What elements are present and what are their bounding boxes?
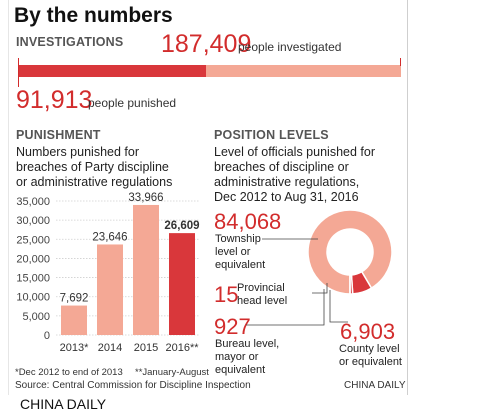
bureau-leader-line [246, 289, 325, 326]
provincial-label: Provincial head level [237, 282, 287, 308]
provincial-label-line: head level [237, 295, 288, 307]
position-levels-donut-chart [307, 209, 393, 295]
investigated-label: people investigated [238, 40, 342, 54]
y-tick-label: 5,000 [22, 311, 50, 323]
bureau-label-line: Bureau level, [215, 338, 280, 350]
provincial-value: 15 [214, 282, 239, 307]
y-tick-label: 20,000 [16, 253, 50, 265]
source-note: Source: Central Commission for Disciplin… [15, 380, 251, 391]
y-tick-label: 15,000 [16, 273, 50, 285]
x-tick-label: 2014 [98, 342, 122, 354]
punishment-desc-line: Numbers punished for [16, 145, 139, 159]
bureau-label-line: mayor or [215, 351, 259, 363]
county-leader-line [329, 290, 348, 323]
investigations-heading: INVESTIGATIONS [16, 35, 124, 49]
provincial-leader-line [312, 283, 328, 294]
bar-value-label: 33,966 [128, 192, 163, 204]
township-value: 84,068 [214, 209, 282, 234]
bar [133, 204, 159, 335]
bar-value-label: 7,692 [60, 293, 89, 305]
bar-value-label: 26,609 [164, 220, 199, 232]
position-levels-heading: POSITION LEVELS [214, 128, 329, 142]
punished-label: people punished [88, 96, 177, 110]
x-tick-label: 2013* [60, 342, 89, 354]
county-value: 6,903 [340, 319, 396, 344]
y-tick-label: 0 [44, 330, 50, 342]
bar-end-marker [400, 58, 401, 66]
y-tick-label: 35,000 [16, 196, 50, 208]
county-label-line: or equivalent [339, 356, 402, 368]
position-desc-line: administrative regulations, [214, 175, 360, 189]
township-label-line: equivalent [215, 259, 266, 271]
bureau-value: 927 [214, 314, 251, 339]
provincial-label-line: Provincial [237, 282, 285, 294]
position-levels-description: Level of officials punished for breaches… [214, 145, 375, 205]
bureau-label: Bureau level, mayor or equivalent [215, 338, 279, 377]
position-desc-line: breaches of discipline or [214, 160, 349, 174]
township-label: Township level or equivalent [215, 233, 265, 272]
y-tick-label: 10,000 [16, 292, 50, 304]
punishment-heading: PUNISHMENT [16, 128, 101, 142]
footnote-right: **January-August [135, 367, 209, 378]
y-tick-label: 30,000 [16, 215, 50, 227]
bar [169, 233, 195, 335]
bar-value-label: 23,646 [92, 231, 127, 243]
county-label: County level or equivalent [339, 343, 402, 369]
x-tick-label: 2016** [165, 342, 199, 354]
brand-label: CHINA DAILY [20, 396, 107, 412]
township-label-line: level or [215, 246, 251, 258]
punished-value: 91,913 [16, 86, 93, 114]
bar [61, 305, 87, 335]
bureau-label-line: equivalent [215, 364, 266, 376]
investigations-bar [18, 65, 401, 77]
punishment-desc-line: breaches of Party discipline [16, 160, 169, 174]
credit: CHINA DAILY [344, 380, 406, 391]
donut-slice [307, 209, 393, 295]
township-label-line: Township [215, 233, 261, 245]
punishment-desc-line: or administrative regulations [16, 175, 173, 189]
x-tick-label: 2015 [134, 342, 158, 354]
county-label-line: County level [339, 343, 400, 355]
punished-bar-fill [18, 65, 206, 77]
investigated-value: 187,409 [161, 30, 252, 58]
punishment-bar-chart: 0 5,000 10,000 15,000 20,000 25,000 30,000 35,0… [16, 192, 200, 354]
bar [97, 244, 123, 335]
page-title: By the numbers [14, 4, 173, 27]
position-desc-line: Dec 2012 to Aug 31, 2016 [214, 190, 359, 204]
bar-start-marker [18, 58, 19, 87]
y-tick-label: 25,000 [16, 234, 50, 246]
position-desc-line: Level of officials punished for [214, 145, 375, 159]
footnote-left: *Dec 2012 to end of 2013 [15, 367, 123, 378]
punishment-description: Numbers punished for breaches of Party d… [16, 145, 172, 190]
